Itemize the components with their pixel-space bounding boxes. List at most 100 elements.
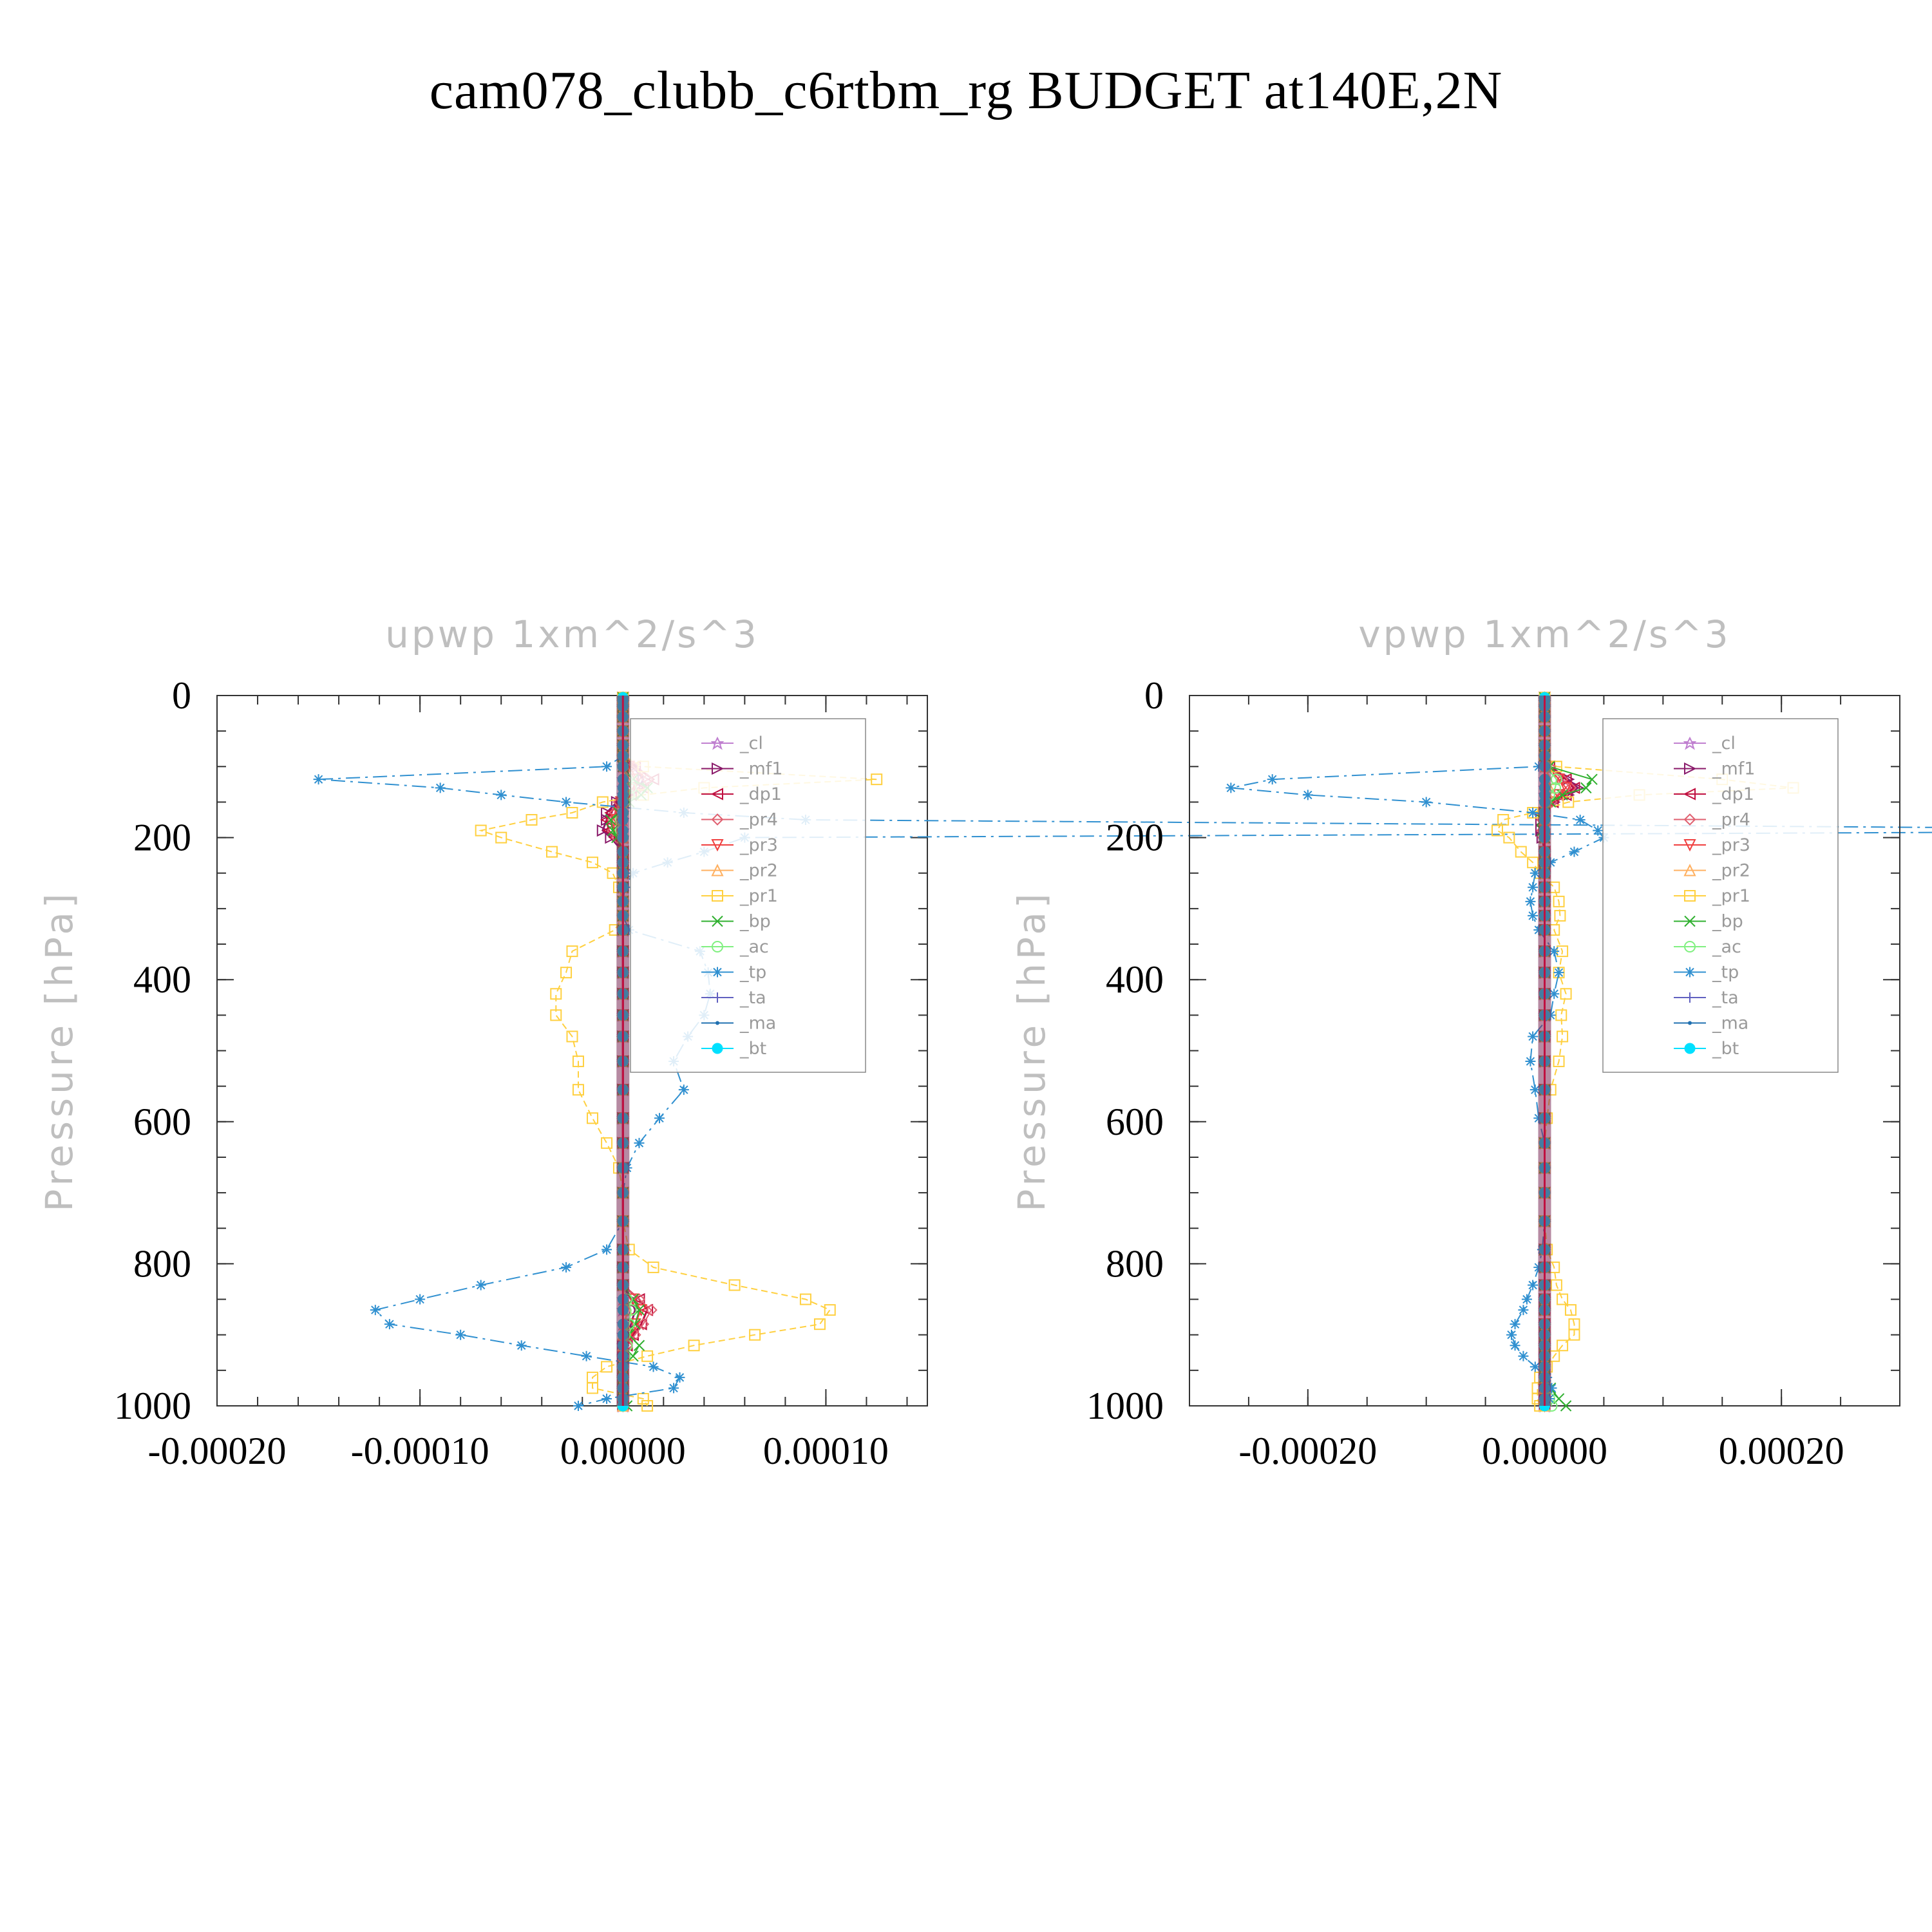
chart-panel-1: upwp 1xm^2/s^3 Pressure [hPa] -0.00020 -0.0… <box>37 612 1932 1472</box>
data-point-tp <box>601 761 612 772</box>
data-point-pr1 <box>1527 857 1539 869</box>
data-point-pr1 <box>1564 1304 1577 1316</box>
y-tick-label: 0 <box>172 674 191 717</box>
x-tick-label: 0.00000 <box>1482 1430 1607 1472</box>
data-point-pr1 <box>1555 1009 1567 1021</box>
data-point-tp <box>1549 946 1560 957</box>
legend-marker-ta <box>712 992 723 1003</box>
data-point-tp <box>601 1393 612 1404</box>
data-point-tp <box>668 1383 679 1394</box>
x-tick-label: -0.00020 <box>1238 1430 1377 1472</box>
legend-item-ac: _ac <box>1674 937 1741 957</box>
data-point-tp <box>561 797 572 808</box>
data-point-tp <box>573 1401 583 1411</box>
legend-item-ma: _ma <box>1674 1014 1748 1034</box>
legend-label: _pr3 <box>1712 835 1750 855</box>
legend-marker-mfl <box>1684 762 1697 775</box>
data-point-pr1 <box>641 1400 654 1412</box>
data-point-bp <box>633 1340 645 1351</box>
data-point-tp <box>1593 825 1604 836</box>
legend-marker-bp <box>712 915 723 927</box>
data-point-bp <box>1580 782 1592 794</box>
legend-marker-cl <box>710 736 724 750</box>
y-tick-label: 1000 <box>114 1385 191 1427</box>
legend: _cl _mf1 _dp1 _pr4 _pr3 _pr2 _pr1 _bp _ac _tp _ta _… <box>1602 718 1839 1073</box>
data-point-tp <box>415 1294 426 1305</box>
data-point-pr1 <box>1557 1030 1569 1043</box>
data-point-tp <box>496 790 507 800</box>
data-point-tp <box>648 1361 659 1372</box>
legend-label: _cl <box>1712 734 1736 753</box>
data-point-tp <box>1506 1329 1517 1340</box>
data-point-dp1 <box>640 1303 654 1316</box>
data-point-bp <box>607 824 619 837</box>
legend-item-tp: _tp <box>701 963 766 983</box>
data-point-pr1 <box>1550 1279 1562 1291</box>
data-point-tp <box>1528 1031 1539 1042</box>
data-point-tp <box>1518 1305 1529 1316</box>
legend-label: _pr3 <box>739 835 778 855</box>
legend-marker-pr4 <box>1683 813 1696 826</box>
data-point-pr1 <box>545 846 558 858</box>
data-point-pr4 <box>645 1303 658 1316</box>
data-point-tp <box>1525 896 1536 907</box>
legend-box <box>1602 718 1839 1073</box>
data-point-pr1 <box>813 1318 826 1331</box>
data-point-bp <box>627 1350 639 1362</box>
data-point-tp <box>1267 774 1278 785</box>
legend-marker-ta <box>1685 992 1695 1003</box>
legend-box <box>630 718 866 1073</box>
legend-marker-tp <box>1685 967 1695 978</box>
y-tick-label: 800 <box>1106 1242 1164 1285</box>
data-point-tp <box>1530 1084 1540 1095</box>
data-point-tp <box>313 774 324 785</box>
series-line-pr1 <box>478 697 877 1406</box>
data-point-pr1 <box>824 1304 836 1316</box>
data-point-tp <box>634 1137 645 1148</box>
data-point-pr1 <box>587 1112 599 1124</box>
data-point-pr1 <box>550 988 562 1000</box>
legend-label: _tp <box>1712 963 1739 983</box>
data-point-tp <box>1518 1350 1529 1361</box>
data-point-tp <box>1510 1319 1520 1330</box>
legend-item-pr4: _pr4 <box>1674 810 1750 830</box>
data-point-pr3 <box>1559 782 1573 795</box>
data-point-pr1 <box>728 1279 741 1291</box>
legend-item-pr1: _pr1 <box>1674 886 1750 906</box>
legend-item-bt: _bt <box>701 1039 766 1059</box>
data-point-tp <box>1528 910 1539 921</box>
data-point-tp <box>561 1262 572 1273</box>
legend-label: _pr4 <box>739 810 778 830</box>
legend-item-bt: _bt <box>1674 1039 1739 1059</box>
data-point-tp <box>601 1244 612 1255</box>
legend-label: _ac <box>1712 937 1741 957</box>
legend-item-cl: _cl <box>701 734 763 753</box>
legend-label: _mf1 <box>1712 759 1756 779</box>
legend-marker-pr2 <box>1683 864 1696 876</box>
y-tick-label: 600 <box>1106 1101 1164 1143</box>
legend-item-pr3: _pr3 <box>1674 835 1750 855</box>
legend-label: _cl <box>739 734 763 753</box>
data-point-pr1 <box>550 1009 562 1021</box>
legend-marker-pr3 <box>711 839 724 852</box>
legend-marker-pr1 <box>712 890 723 902</box>
data-point-pr1 <box>1568 1329 1580 1341</box>
legend-item-dp1: _dp1 <box>1674 784 1754 804</box>
data-point-pr4 <box>629 1329 641 1341</box>
data-point-dp1 <box>1567 781 1580 795</box>
panel-title: upwp 1xm^2/s^3 <box>385 612 759 656</box>
legend-marker-mfl <box>712 762 724 775</box>
data-point-tp <box>1530 867 1540 878</box>
y-tick-label: 800 <box>133 1242 191 1285</box>
data-point-bp <box>1560 1400 1572 1412</box>
x-tick-label: 0.00000 <box>560 1430 686 1472</box>
data-point-mfl <box>605 831 618 844</box>
data-point-pr1 <box>749 1329 761 1341</box>
legend-label: _ma <box>1712 1014 1748 1034</box>
data-point-pr1 <box>566 945 578 958</box>
data-point-pr1 <box>1515 846 1527 858</box>
legend-label: _bp <box>1712 912 1743 932</box>
legend-item-mfl: _mf1 <box>701 759 783 779</box>
data-point-tp <box>1528 882 1539 893</box>
data-point-pr1 <box>475 824 487 837</box>
